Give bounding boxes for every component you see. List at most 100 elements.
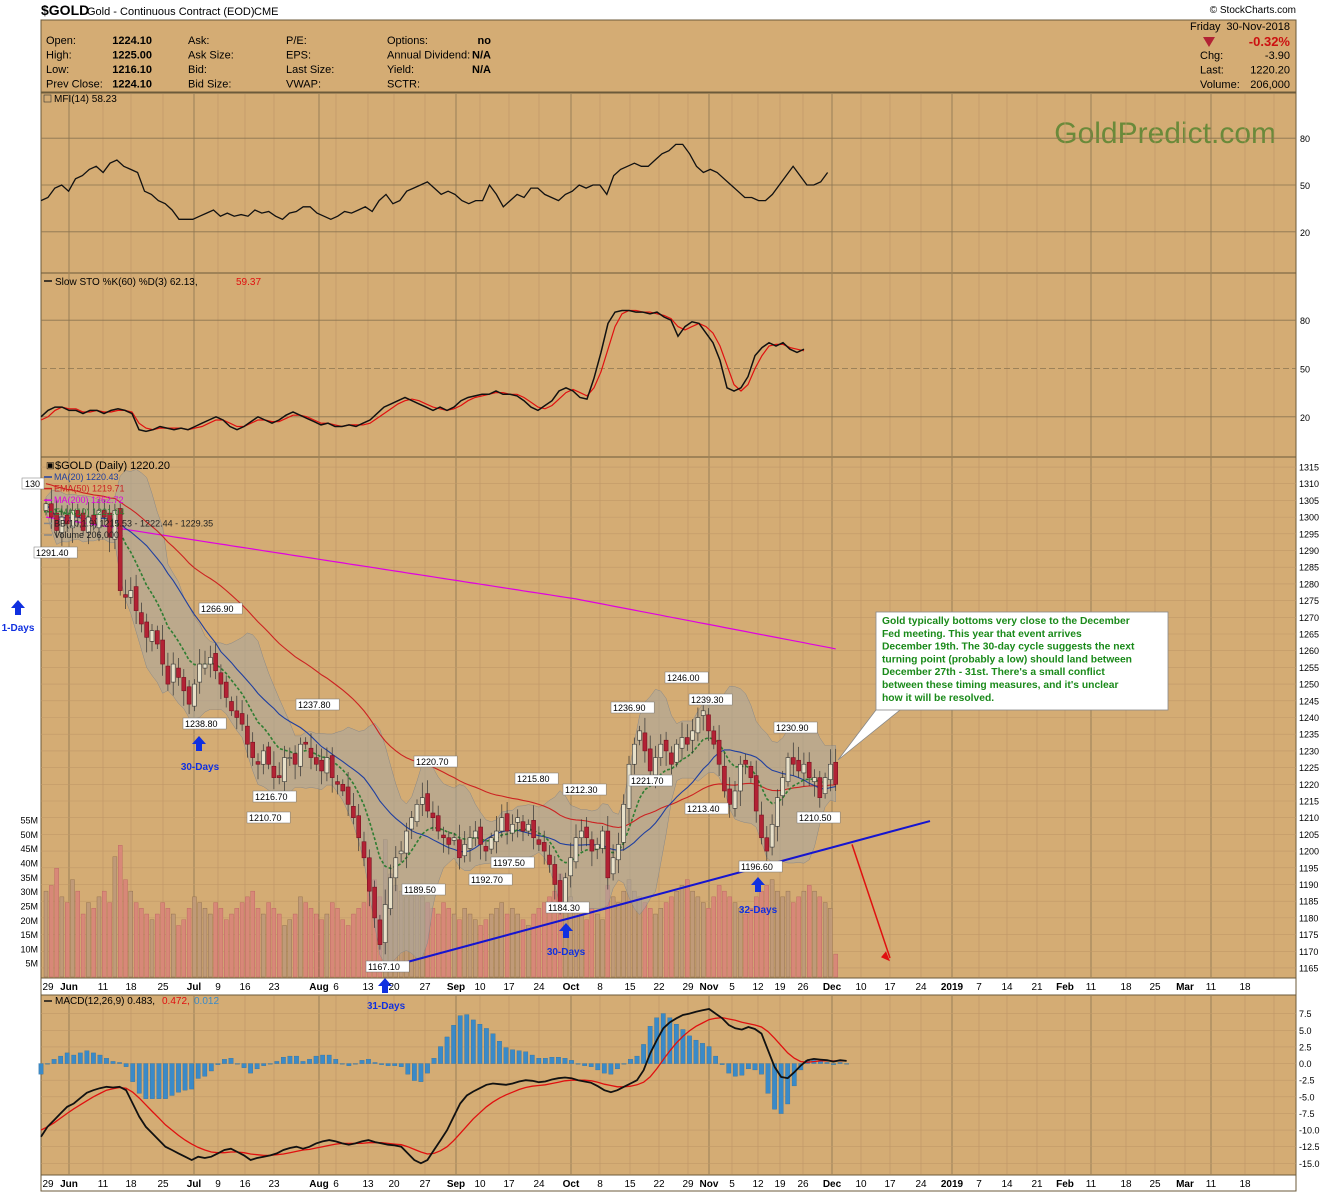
volume-bar (520, 919, 526, 978)
candle-body (266, 746, 271, 765)
quote-value: N/A (472, 50, 491, 62)
volume-bar (769, 879, 775, 978)
candle-body (647, 748, 653, 772)
y-tick-label: 1310 (1299, 479, 1319, 489)
volume-bar (817, 896, 822, 978)
cycle-label: 31-Days (367, 1001, 406, 1012)
volume-bar (785, 890, 791, 978)
y-tick-label: 1305 (1299, 496, 1319, 506)
candle-body (605, 830, 611, 879)
down-triangle-icon (1203, 37, 1215, 47)
histogram-bar (58, 1055, 64, 1064)
y-tick-label: 1200 (1299, 847, 1319, 857)
candle-body (160, 639, 165, 665)
histogram-bar (549, 1057, 555, 1064)
macd-signal-line (40, 1016, 847, 1157)
candle-body (801, 763, 807, 774)
volume-bar (102, 890, 107, 978)
quote-label: Yield: (387, 64, 414, 76)
x-tick-label: 2019 (941, 982, 964, 993)
volume-bar (112, 856, 118, 978)
volume-bar (812, 890, 817, 978)
candle-body (711, 730, 717, 745)
y-tick-label: -7.5 (1299, 1109, 1315, 1119)
volume-tick-label: 30M (20, 887, 38, 897)
price-x-axis-band (40, 977, 1297, 996)
candle-body (282, 757, 287, 782)
quote-box (40, 19, 1297, 93)
x-tick-label: 24 (533, 1179, 545, 1190)
volume-bar (144, 913, 149, 978)
histogram-bar (634, 1055, 640, 1064)
x-tick-label: Jun (60, 982, 78, 993)
quote-label: Open: (46, 35, 76, 47)
histogram-bar (182, 1063, 188, 1091)
volume-bar (547, 896, 552, 978)
histogram-bar (831, 1063, 836, 1065)
volume-bar (176, 925, 181, 978)
price-label-box (628, 774, 673, 787)
volume-bar (49, 885, 54, 978)
x-tick-label: 13 (362, 1179, 374, 1190)
candle-body (616, 844, 621, 861)
instrument-name: Gold - Continuous Contract (EOD) (87, 6, 255, 18)
histogram-bar (385, 1063, 391, 1066)
pct-change: -0.32% (1249, 34, 1291, 49)
candle-body (780, 777, 786, 796)
legend-text: EMA(10) 1221.04 (54, 507, 125, 517)
volume-bar (579, 913, 584, 978)
y-tick-label: 1255 (1299, 663, 1319, 673)
histogram-bar (64, 1052, 70, 1064)
candle-body (764, 837, 770, 852)
candle-body (308, 747, 314, 758)
histogram-bar (84, 1050, 90, 1064)
price-label-box (401, 883, 446, 896)
x-tick-label: 8 (597, 982, 603, 993)
volume-bar (292, 913, 298, 978)
volume-bar (780, 896, 785, 978)
candle-body (324, 757, 330, 774)
candle-body (303, 741, 309, 745)
histogram-bar (392, 1063, 398, 1066)
y-tick-label: 5.0 (1299, 1026, 1312, 1036)
candle-body (653, 757, 658, 776)
macd-histogram (38, 1013, 850, 1114)
candle-body (102, 510, 107, 518)
histogram-bar (837, 1062, 843, 1064)
candle-body (80, 512, 86, 531)
volume-bar (165, 908, 171, 978)
candle-body (276, 775, 282, 778)
annotation-line: turning point (probably a low) should la… (882, 654, 1132, 665)
price-label-box (738, 860, 783, 873)
volume-bar (738, 908, 743, 978)
chart-header: $GOLD Gold - Continuous Contract (EOD) C… (40, 2, 1297, 93)
x-tick-label: 18 (1239, 1179, 1251, 1190)
volume-bar (695, 896, 701, 978)
histogram-bar (687, 1035, 692, 1064)
price-label-box (773, 721, 818, 734)
y-tick-label: -10.0 (1299, 1126, 1320, 1136)
volume-bar (478, 925, 483, 978)
histogram-bar (405, 1063, 411, 1075)
volume-bar (255, 908, 261, 978)
histogram-bar (228, 1058, 234, 1064)
x-tick-label: 19 (774, 982, 786, 993)
candle-body (361, 841, 367, 859)
macd-grid (68, 996, 1275, 1174)
candle-body (239, 713, 245, 725)
candle-body (637, 730, 642, 741)
x-tick-label: 9 (215, 1179, 221, 1190)
x-tick-label: 19 (774, 1179, 786, 1190)
candle-body (298, 743, 303, 767)
candle-body (674, 743, 680, 763)
histogram-bar (195, 1063, 201, 1079)
candle-body (743, 759, 748, 765)
candle-body (245, 725, 250, 745)
price-label-box (252, 790, 297, 803)
histogram-bar (398, 1063, 404, 1067)
volume-bar (828, 908, 833, 978)
x-tick-label: 7 (976, 982, 982, 993)
histogram-bar (608, 1063, 614, 1075)
bollinger-band (45, 469, 836, 965)
candle-body (192, 683, 197, 707)
